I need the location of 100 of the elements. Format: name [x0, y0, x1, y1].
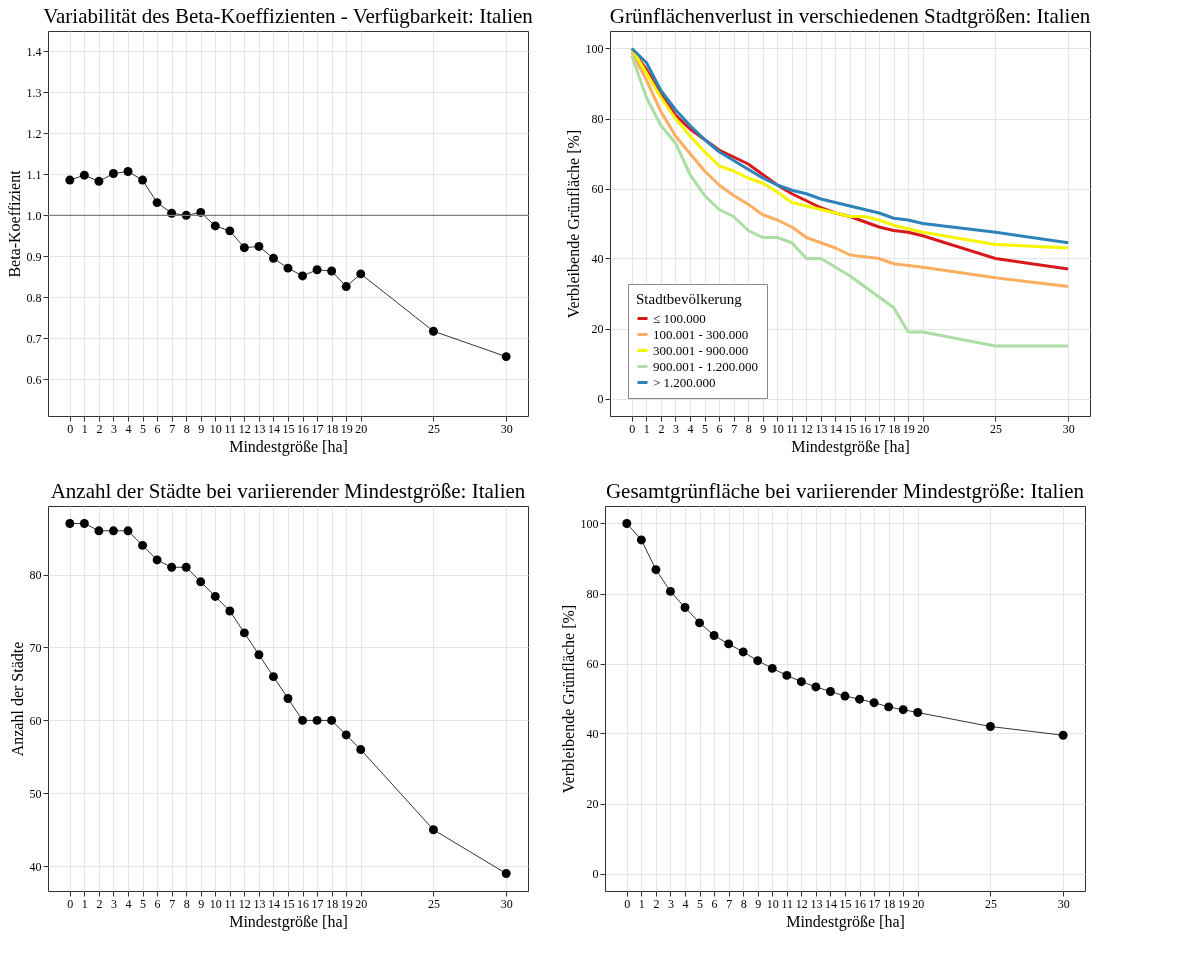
y-tick-label: 80 — [29, 568, 42, 583]
x-tick-label: 4 — [125, 896, 132, 911]
x-tick-label: 4 — [687, 421, 694, 436]
point — [210, 591, 220, 601]
x-tick-label: 14 — [824, 896, 837, 911]
point — [65, 175, 75, 185]
x-tick-label: 19 — [340, 896, 353, 911]
line-series — [630, 54, 1070, 348]
x-tick-label: 19 — [897, 896, 910, 911]
x-tick-label: 30 — [500, 421, 513, 436]
y-axis-title: Verbleibende Grünfläche [%] — [559, 604, 577, 794]
x-tick-label: 25 — [427, 896, 440, 911]
point — [356, 269, 366, 279]
point — [108, 526, 118, 536]
point — [123, 526, 133, 536]
x-tick-label: 12 — [795, 896, 808, 911]
legend-title: Stadtbevölkerung — [636, 291, 743, 307]
x-tick-label: 18 — [326, 896, 339, 911]
point — [622, 519, 632, 528]
x-tick-label: 8 — [740, 896, 747, 911]
x-tick-label: 1 — [638, 896, 645, 911]
y-tick-label: 20 — [586, 797, 599, 811]
x-tick-label: 14 — [267, 421, 280, 436]
x-tick-label: 8 — [745, 421, 752, 436]
y-tick-label: 1.2 — [26, 126, 42, 141]
x-tick-label: 13 — [253, 421, 266, 436]
x-tick-label: 20 — [355, 896, 368, 911]
x-tick-label: 10 — [209, 896, 222, 911]
x-tick-label: 17 — [311, 896, 324, 911]
x-tick-label: 8 — [183, 896, 190, 911]
point — [298, 271, 308, 281]
x-tick-label: 13 — [253, 896, 266, 911]
point — [665, 586, 675, 596]
point — [1058, 730, 1068, 740]
x-tick-label: 10 — [766, 896, 779, 911]
legend-label: ≤ 100.000 — [653, 310, 706, 326]
x-tick-label: 16 — [859, 421, 872, 436]
x-tick-label: 9 — [198, 896, 205, 911]
point — [138, 540, 148, 550]
x-tick-label: 2 — [96, 421, 103, 436]
point — [985, 722, 995, 731]
point — [651, 565, 661, 575]
x-tick-label: 20 — [917, 421, 930, 436]
x-tick-label: 30 — [500, 896, 513, 911]
point — [268, 672, 278, 682]
y-tick-label: 0.8 — [26, 290, 42, 305]
point — [767, 663, 777, 673]
y-tick-label: 20 — [591, 322, 604, 336]
point — [312, 265, 322, 275]
x-tick-label: 1 — [643, 421, 650, 436]
x-tick-label: 15 — [839, 896, 852, 911]
legend-label: > 1.200.000 — [653, 374, 716, 390]
x-tick-label: 16 — [297, 896, 310, 911]
point — [196, 577, 206, 587]
point — [782, 670, 792, 680]
x-tick-label: 9 — [755, 896, 762, 911]
point — [738, 647, 748, 657]
point — [225, 226, 235, 236]
chart-title: Gesamtgrünfläche bei variierender Mindestgröße: Italien — [605, 479, 1085, 503]
y-tick-label: 40 — [29, 859, 42, 874]
x-tick-label: 3 — [110, 421, 117, 436]
y-tick-label: 0 — [597, 392, 604, 406]
point — [79, 519, 89, 528]
point — [884, 702, 894, 712]
x-tick-label: 18 — [326, 421, 339, 436]
x-tick-label: 6 — [154, 421, 161, 436]
x-tick-label: 1 — [81, 896, 88, 911]
legend-label: 100.001 - 300.000 — [653, 326, 749, 342]
x-tick-label: 8 — [183, 421, 190, 436]
y-tick-label: 50 — [29, 786, 42, 801]
point — [94, 526, 104, 536]
point — [65, 519, 75, 528]
x-tick-label: 3 — [667, 896, 674, 911]
y-tick-label: 60 — [591, 182, 604, 196]
x-tick-label: 11 — [224, 421, 237, 436]
point — [913, 708, 923, 717]
x-tick-label: 7 — [726, 896, 733, 911]
y-tick-label: 1.0 — [26, 208, 42, 223]
x-tick-label: 17 — [311, 421, 324, 436]
x-tick-label: 11 — [781, 896, 794, 911]
point — [428, 326, 438, 336]
point — [138, 175, 148, 185]
x-tick-label: 13 — [810, 896, 823, 911]
x-tick-label: 18 — [883, 896, 896, 911]
point — [428, 825, 438, 835]
point — [152, 198, 162, 208]
point — [327, 266, 337, 276]
x-tick-label: 7 — [731, 421, 738, 436]
x-tick-label: 6 — [154, 896, 161, 911]
x-tick-label: 12 — [238, 421, 251, 436]
x-tick-label: 15 — [282, 896, 295, 911]
x-tick-label: 15 — [282, 421, 295, 436]
point — [501, 869, 511, 878]
x-tick-label: 14 — [829, 421, 842, 436]
chart-title: Anzahl der Städte bei variierender Mindestgröße: Italien — [50, 479, 526, 503]
x-tick-label: 25 — [984, 896, 997, 911]
y-axis-title: Verbleibende Grünfläche [%] — [564, 129, 582, 319]
point — [327, 715, 337, 725]
y-tick-label: 0.9 — [26, 249, 42, 264]
x-tick-label: 9 — [198, 421, 205, 436]
